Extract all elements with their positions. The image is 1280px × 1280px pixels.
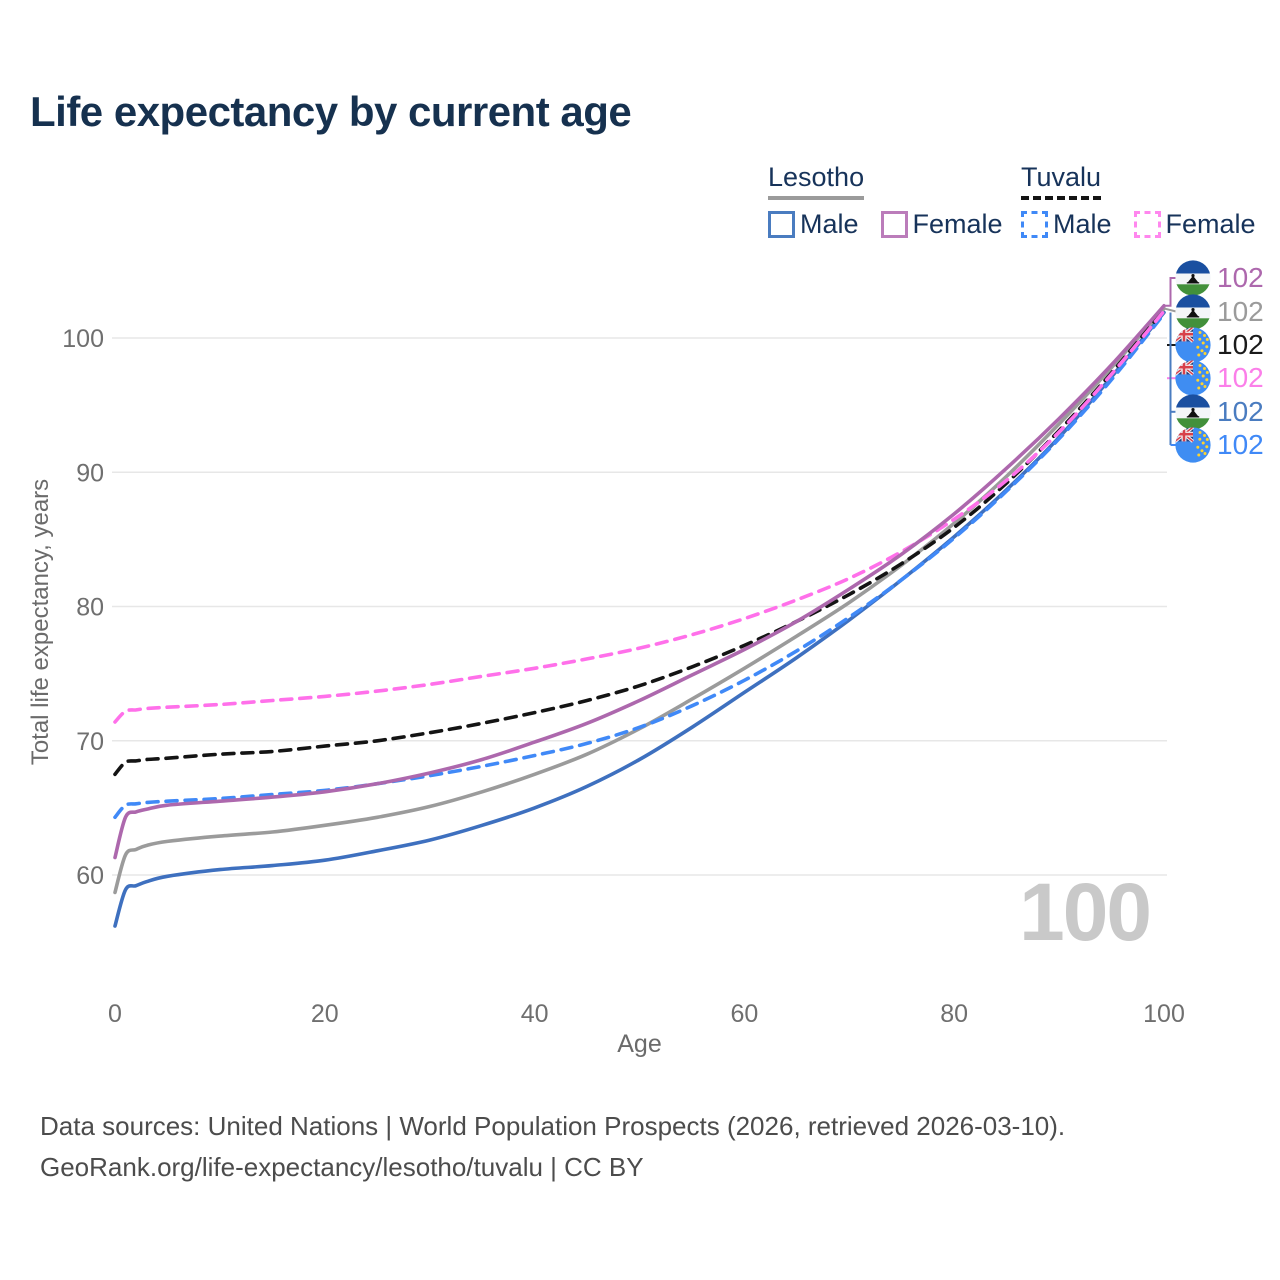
legend-label-tuvalu-female: Female — [1165, 209, 1256, 239]
x-tick-label: 40 — [521, 1000, 549, 1028]
end-label-tuvalu-both: 102 — [1175, 327, 1264, 363]
end-label-lesotho-male: 102 — [1175, 394, 1264, 430]
legend-country-lesotho: Lesotho — [768, 162, 865, 200]
legend-country-tuvalu: Tuvalu — [1021, 162, 1102, 200]
end-label-lesotho-both: 102 — [1175, 293, 1264, 330]
age-counter-watermark: 100 — [1019, 867, 1152, 958]
y-tick-label: 80 — [76, 594, 104, 622]
line-lesotho-female — [113, 304, 1166, 860]
footer: Data sources: United Nations | World Pop… — [40, 1106, 1065, 1188]
x-tick-label: 60 — [730, 1000, 758, 1028]
y-tick-label: 70 — [76, 728, 104, 756]
end-label-value: 102 — [1217, 295, 1264, 327]
legend-label-lesotho-female: Female — [912, 209, 1003, 239]
end-label-leader — [1163, 307, 1177, 313]
y-axis-title: Total life expectancy, years — [27, 478, 54, 766]
end-label-tuvalu-female: 102 — [1175, 360, 1264, 396]
end-label-lesotho-female: 102 — [1175, 260, 1264, 296]
y-tick-label: 90 — [76, 459, 104, 487]
x-tick-label: 80 — [940, 1000, 968, 1028]
legend-item-lesotho-female[interactable]: Female — [880, 209, 1003, 240]
line-lesotho-both — [113, 306, 1166, 895]
footer-attribution: GeoRank.org/life-expectancy/lesotho/tuva… — [40, 1152, 644, 1182]
x-tick-label: 100 — [1143, 1000, 1185, 1028]
legend-item-lesotho-male[interactable]: Male — [768, 209, 859, 240]
end-label-value: 102 — [1217, 362, 1264, 394]
legend-swatch-lesotho-female — [880, 211, 908, 238]
legend-group-tuvalu: Tuvalu Male Female — [1021, 162, 1256, 240]
line-tuvalu-female — [113, 309, 1166, 724]
line-tuvalu-both — [113, 308, 1166, 777]
legend-label-tuvalu-male: Male — [1053, 209, 1112, 239]
tuvalu-flag-icon — [1175, 327, 1211, 363]
y-tick-label: 60 — [76, 862, 104, 890]
y-tick-label: 100 — [62, 325, 104, 353]
lesotho-flag-icon — [1175, 260, 1211, 296]
tuvalu-flag-icon — [1175, 360, 1211, 396]
footer-sources: Data sources: United Nations | World Pop… — [40, 1111, 1066, 1141]
legend-group-lesotho: Lesotho Male Female — [768, 162, 1003, 240]
legend-swatch-tuvalu-female — [1133, 211, 1161, 238]
legend-swatch-tuvalu-male — [1021, 211, 1048, 238]
legend-label-lesotho-male: Male — [800, 209, 859, 239]
legend-swatch-lesotho-male — [768, 211, 795, 238]
legend-item-tuvalu-male[interactable]: Male — [1021, 209, 1112, 240]
end-label-value: 102 — [1217, 329, 1264, 360]
x-tick-label: 0 — [108, 1000, 122, 1028]
lesotho-flag-icon — [1175, 293, 1211, 330]
x-tick-label: 20 — [311, 1000, 339, 1028]
tuvalu-flag-icon — [1175, 427, 1211, 463]
end-label-value: 102 — [1217, 262, 1264, 293]
x-axis-title: Age — [617, 1030, 662, 1058]
end-label-value: 102 — [1217, 395, 1264, 427]
lesotho-flag-icon — [1175, 394, 1211, 430]
line-tuvalu-male — [113, 312, 1166, 820]
end-label-tuvalu-male: 102 — [1175, 427, 1264, 463]
end-label-value: 102 — [1217, 429, 1264, 460]
page-title: Life expectancy by current age — [30, 88, 632, 135]
line-lesotho-male — [113, 310, 1166, 928]
end-label-leader — [1164, 277, 1176, 307]
legend-item-tuvalu-female[interactable]: Female — [1133, 209, 1256, 240]
